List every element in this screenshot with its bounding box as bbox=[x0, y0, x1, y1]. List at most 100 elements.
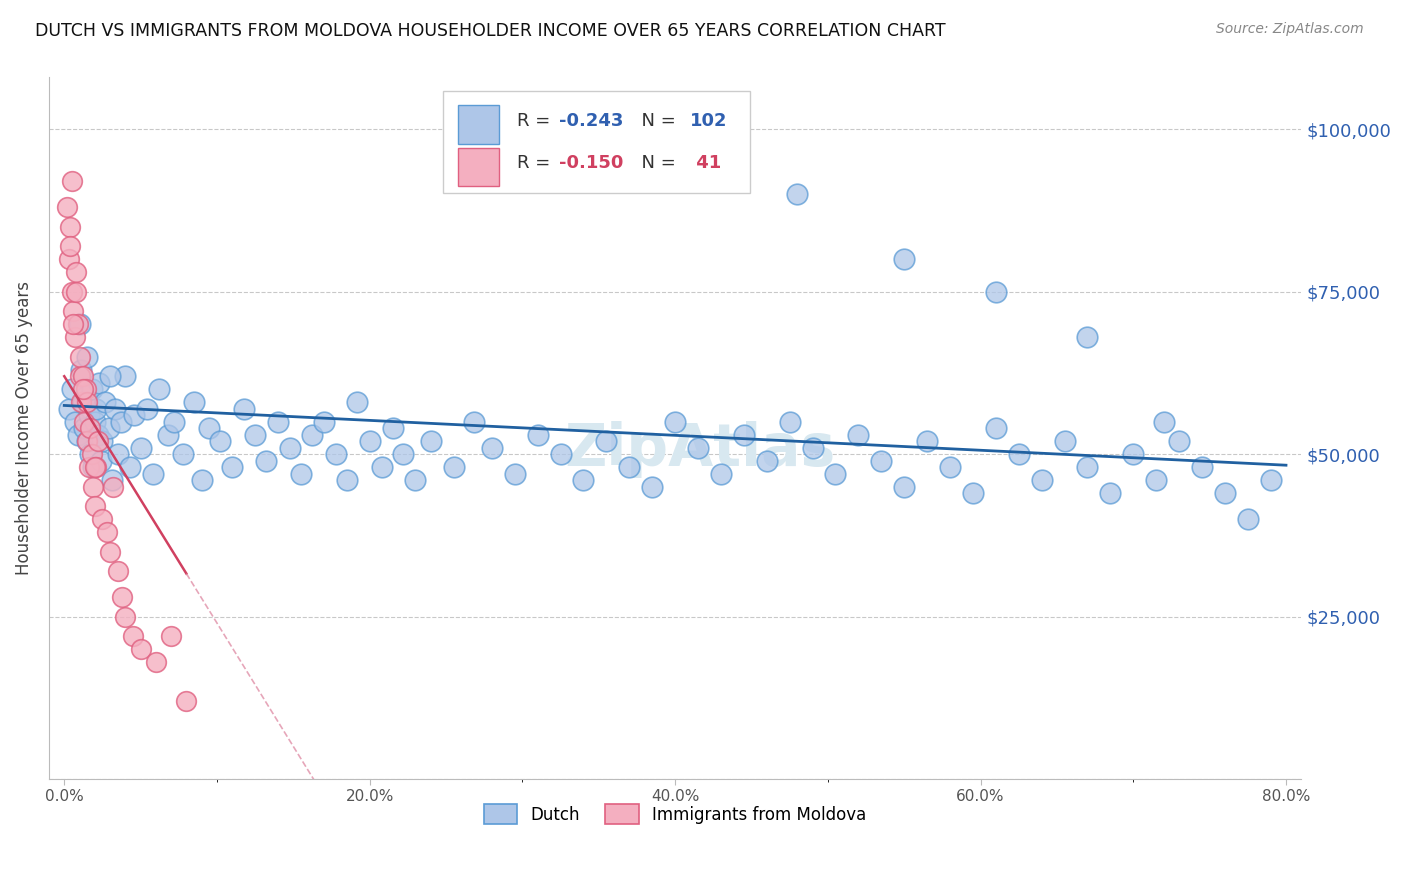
Point bbox=[60, 382, 83, 396]
Point bbox=[86, 401, 108, 416]
Point bbox=[87, 434, 110, 449]
Point bbox=[60, 174, 83, 188]
Point bbox=[124, 408, 146, 422]
Point bbox=[65, 265, 87, 279]
Point bbox=[90, 453, 112, 467]
Point bbox=[1099, 486, 1122, 500]
Point bbox=[801, 441, 824, 455]
Point bbox=[107, 564, 129, 578]
Point bbox=[786, 187, 808, 202]
Point bbox=[89, 376, 111, 390]
Point bbox=[371, 460, 394, 475]
Point bbox=[463, 415, 485, 429]
Point bbox=[80, 382, 103, 396]
Bar bbox=[458, 105, 499, 145]
Point bbox=[290, 467, 312, 481]
Point bbox=[1153, 415, 1175, 429]
Point bbox=[77, 460, 100, 475]
Point bbox=[73, 415, 96, 429]
Point bbox=[83, 460, 105, 475]
Point bbox=[72, 395, 94, 409]
Point bbox=[80, 447, 103, 461]
Point bbox=[70, 362, 93, 376]
Point bbox=[157, 427, 180, 442]
Point bbox=[148, 382, 170, 396]
Point bbox=[526, 427, 548, 442]
Text: 41: 41 bbox=[690, 154, 721, 172]
Point bbox=[76, 434, 98, 449]
Point bbox=[100, 473, 122, 487]
Point bbox=[503, 467, 526, 481]
Point bbox=[984, 285, 1007, 299]
Text: Source: ZipAtlas.com: Source: ZipAtlas.com bbox=[1216, 22, 1364, 37]
Point bbox=[915, 434, 938, 449]
Point bbox=[208, 434, 231, 449]
Point bbox=[419, 434, 441, 449]
Point bbox=[1260, 473, 1282, 487]
Point bbox=[66, 318, 89, 332]
Point bbox=[1236, 512, 1258, 526]
Text: N =: N = bbox=[630, 112, 682, 130]
Point bbox=[163, 415, 186, 429]
Point bbox=[779, 415, 801, 429]
Point bbox=[58, 401, 80, 416]
Point bbox=[56, 200, 79, 214]
Bar bbox=[458, 147, 499, 186]
Point bbox=[595, 434, 617, 449]
Point bbox=[301, 427, 323, 442]
Point bbox=[984, 421, 1007, 435]
Point bbox=[59, 219, 82, 234]
Point bbox=[96, 525, 118, 540]
Point bbox=[481, 441, 503, 455]
Point bbox=[107, 447, 129, 461]
Point bbox=[122, 629, 145, 643]
Point bbox=[75, 389, 97, 403]
Point bbox=[939, 460, 962, 475]
Point bbox=[183, 395, 205, 409]
Point bbox=[91, 512, 114, 526]
Point bbox=[83, 415, 105, 429]
Point bbox=[641, 480, 664, 494]
Point bbox=[77, 408, 100, 422]
Point bbox=[172, 447, 194, 461]
Point bbox=[962, 486, 984, 500]
Point bbox=[572, 473, 595, 487]
Point bbox=[243, 427, 266, 442]
Point bbox=[63, 330, 86, 344]
Point bbox=[405, 473, 427, 487]
Point bbox=[69, 369, 91, 384]
Text: ZipAtlas: ZipAtlas bbox=[565, 421, 835, 478]
Point bbox=[129, 441, 152, 455]
Text: R =: R = bbox=[517, 112, 557, 130]
Point bbox=[76, 350, 98, 364]
Text: -0.150: -0.150 bbox=[558, 154, 623, 172]
Point bbox=[62, 304, 84, 318]
Point bbox=[1144, 473, 1167, 487]
Point bbox=[336, 473, 359, 487]
Point bbox=[135, 401, 157, 416]
Point bbox=[664, 415, 686, 429]
Point bbox=[97, 421, 120, 435]
Point bbox=[198, 421, 221, 435]
Point bbox=[70, 395, 93, 409]
Point bbox=[325, 447, 347, 461]
Point bbox=[893, 252, 915, 267]
Point bbox=[733, 427, 755, 442]
Point bbox=[66, 427, 89, 442]
Point bbox=[118, 460, 141, 475]
Point bbox=[686, 441, 709, 455]
Point bbox=[129, 642, 152, 657]
Text: -0.243: -0.243 bbox=[558, 112, 623, 130]
Point bbox=[1053, 434, 1076, 449]
Point bbox=[111, 590, 134, 604]
Point bbox=[63, 415, 86, 429]
Point bbox=[83, 499, 105, 513]
Point bbox=[312, 415, 335, 429]
Point bbox=[893, 480, 915, 494]
Point bbox=[114, 369, 136, 384]
Point bbox=[91, 434, 114, 449]
Point bbox=[550, 447, 572, 461]
Point bbox=[1076, 330, 1098, 344]
Point bbox=[87, 427, 110, 442]
Point bbox=[145, 655, 167, 669]
